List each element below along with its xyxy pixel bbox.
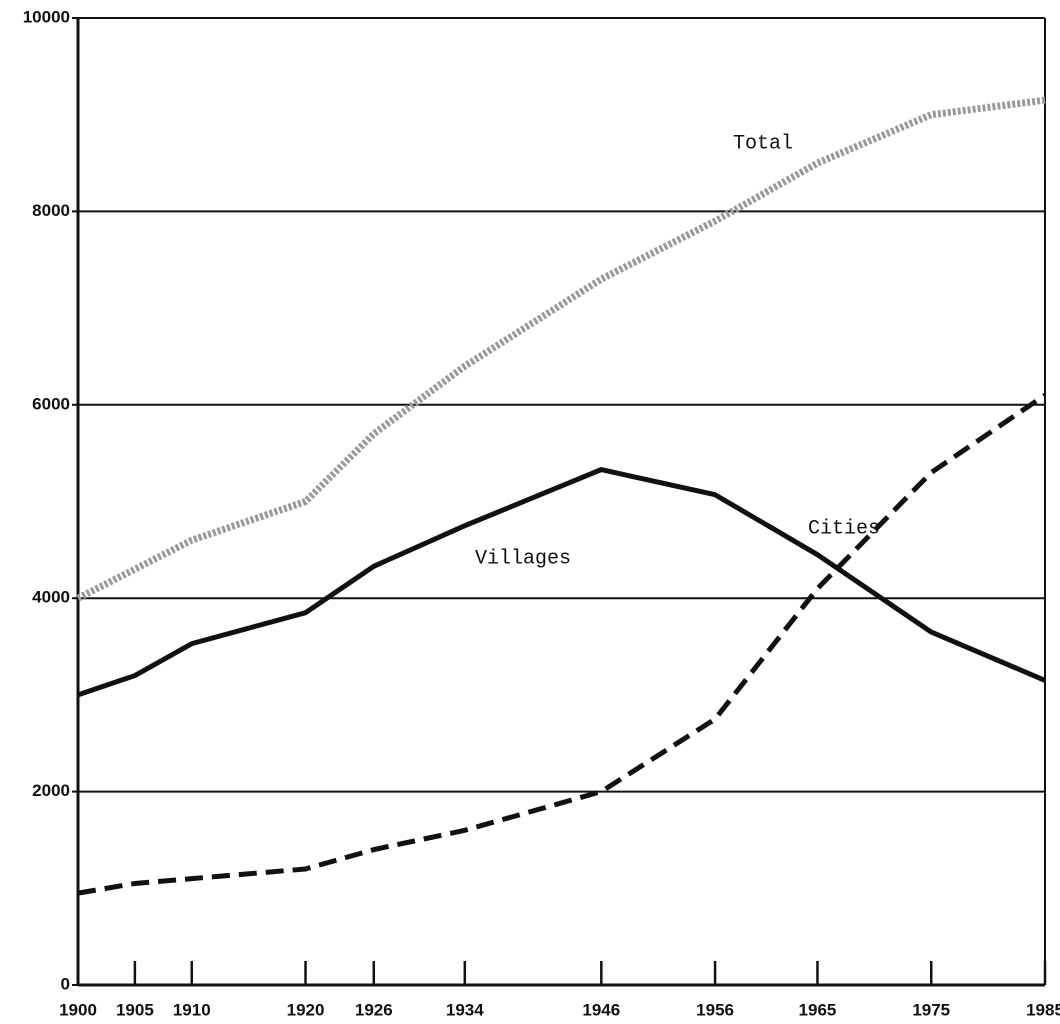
x-tick-label: 1934 [446,1000,484,1019]
series-line [77,467,1046,698]
y-tick-label: 2000 [32,781,70,800]
series-label: Total [733,132,793,155]
series-line [77,393,1047,896]
series-label: Villages [475,547,571,570]
y-tick-label: 10000 [23,7,70,26]
x-tick-label: 1905 [116,1000,154,1019]
x-tick-label: 1975 [912,1000,950,1019]
x-tick-label: 1900 [59,1000,97,1019]
y-tick-label: 0 [61,974,70,993]
y-tick-label: 6000 [32,394,70,413]
series-line [76,96,1046,602]
x-tick-label: 1965 [799,1000,837,1019]
x-tick-label: 1985 [1026,1000,1060,1019]
x-tick-label: 1910 [173,1000,211,1019]
y-tick-label: 4000 [32,588,70,607]
x-tick-label: 1926 [355,1000,393,1019]
y-tick-label: 8000 [32,201,70,220]
x-tick-label: 1946 [582,1000,620,1019]
x-tick-label: 1956 [696,1000,734,1019]
x-tick-label: 1920 [287,1000,325,1019]
series-label: Cities [808,517,880,540]
